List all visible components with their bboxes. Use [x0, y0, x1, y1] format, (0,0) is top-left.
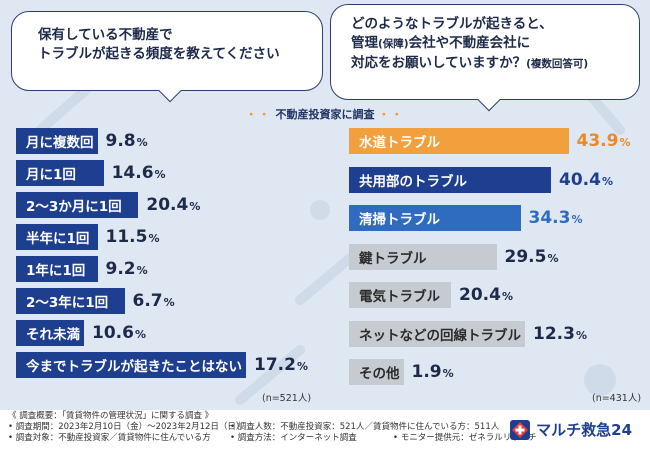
bar-value-label: 40.4%: [559, 169, 613, 190]
bar: 月に1回: [16, 160, 104, 186]
bar: 水道トラブル: [349, 128, 569, 154]
bar-value-label: 9.8%: [105, 131, 148, 151]
right-question-line2: 管理(保障)会社や不動産会社に: [351, 35, 531, 51]
bar: 1年に1回: [16, 256, 98, 282]
bar-row: ネットなどの回線トラブル 12.3%: [349, 320, 587, 347]
multi-kyukyu-logo-icon: [510, 420, 531, 440]
bar: 清掃トラブル: [349, 205, 521, 231]
bar: 共用部のトラブル: [349, 166, 551, 193]
bar-value-label: 14.6%: [111, 163, 166, 183]
bar: 2〜3年に1回: [16, 288, 125, 314]
bar-row: 1年に1回 9.2%: [16, 256, 148, 282]
bar: それ未満: [16, 320, 84, 346]
bar-row: 半年に1回 11.5%: [16, 224, 159, 250]
bar-row: それ未満 10.6%: [16, 320, 146, 346]
bar-value-label: 12.3%: [533, 323, 587, 344]
survey-footer: 《 調査概要：「賃貸物件の管理状況」に関する調査 》 • 調査期間：2023年2…: [0, 410, 650, 450]
bar: 半年に1回: [16, 224, 98, 250]
bar-value-label: 43.9%: [576, 131, 631, 151]
bar-value-label: 20.4%: [459, 285, 513, 305]
bar-value-label: 9.2%: [105, 259, 148, 279]
left-question-line2: トラブルが起きる頻度を教えてください: [38, 46, 280, 62]
bar: 電気トラブル: [349, 282, 451, 308]
bar-row: 水道トラブル 43.9%: [349, 128, 630, 154]
right-question-bubble: どのようなトラブルが起きると、 管理(保障)会社や不動産会社に 対応をお願いして…: [330, 4, 640, 112]
bar-row: その他 1.9%: [349, 359, 454, 385]
left-sample-size: (n=521人): [262, 393, 312, 404]
bar-row: 今までトラブルが起きたことはない 17.2%: [16, 352, 308, 378]
bar: ネットなどの回線トラブル: [349, 320, 525, 347]
bar-row: 清掃トラブル 34.3%: [349, 205, 582, 231]
survey-label: ・・ 不動産投資家に調査 ・・: [245, 108, 405, 121]
bar-value-label: 11.5%: [105, 227, 160, 247]
left-question-line1: 保有している不動産で: [38, 27, 173, 43]
bar-row: 電気トラブル 20.4%: [349, 282, 513, 308]
bar-row: 2〜3か月に1回 20.4%: [16, 192, 200, 218]
bar-value-label: 29.5%: [504, 246, 559, 267]
footer-provider: • モニター提供元：ゼネラルリサーチ: [393, 433, 537, 443]
right-sample-size: (n=431人): [592, 393, 642, 404]
footer-target: • 調査対象：不動産投資家／賃貸物件に住んでいる方: [8, 433, 211, 443]
bar-value-label: 34.3%: [528, 208, 583, 228]
bar-row: 鍵トラブル 29.5%: [349, 243, 559, 270]
bar-value-label: 17.2%: [254, 355, 308, 375]
bar-row: 月に複数回 9.8%: [16, 128, 148, 154]
left-question-bubble: 保有している不動産で トラブルが起きる頻度を教えてください: [11, 11, 323, 103]
bar-row: 2〜3年に1回 6.7%: [16, 288, 175, 314]
bar-row: 共用部のトラブル 40.4%: [349, 166, 613, 193]
bar: 月に複数回: [16, 128, 98, 154]
bar-value-label: 1.9%: [411, 362, 454, 382]
right-question-line1: どのようなトラブルが起きると、: [351, 16, 553, 32]
bar-value-label: 10.6%: [92, 323, 146, 343]
bar-value-label: 6.7%: [132, 291, 175, 311]
bar: 2〜3か月に1回: [16, 192, 139, 218]
logo-text: マルチ救急24: [536, 420, 632, 439]
bar: その他: [349, 359, 404, 385]
logo: マルチ救急24: [509, 419, 632, 441]
footer-method: • 調査方法：インターネット調査: [230, 433, 357, 443]
bar-row: 月に1回 14.6%: [16, 160, 166, 186]
right-question-line3: 対応をお願いしていますか？(複数回答可): [351, 55, 589, 71]
bar: 鍵トラブル: [349, 243, 497, 270]
bar-value-label: 20.4%: [146, 195, 201, 215]
survey-label-text: 不動産投資家に調査: [275, 108, 375, 121]
footer-period: • 調査期間：2023年2月10日（金）〜2023年2月12日（日）: [8, 422, 245, 432]
footer-title: 《 調査概要：「賃貸物件の管理状況」に関する調査 》: [8, 411, 214, 421]
footer-respondents: • 調査人数：不動産投資家：521人／賃貸物件に住んでいる方：511人: [230, 422, 500, 432]
bar: 今までトラブルが起きたことはない: [16, 352, 246, 378]
